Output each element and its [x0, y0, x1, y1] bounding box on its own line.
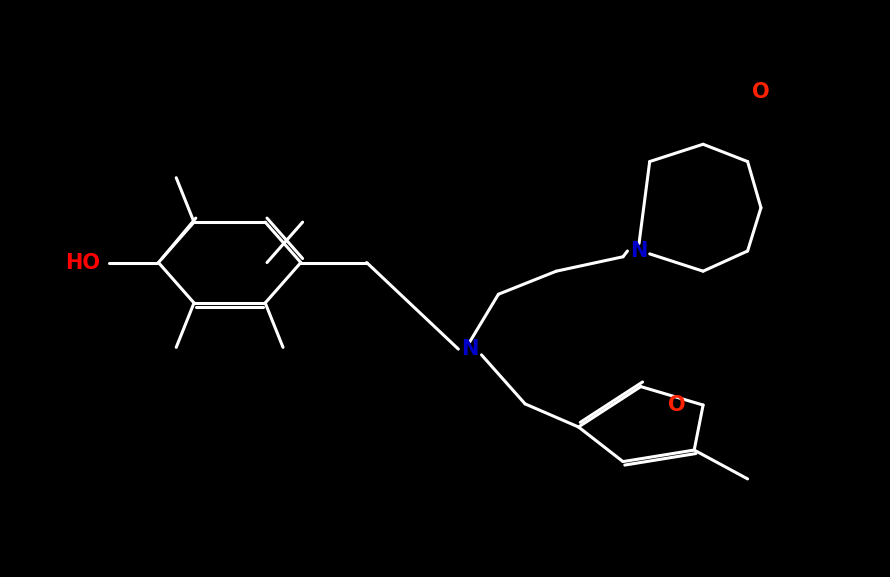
Text: O: O [752, 83, 770, 102]
Text: HO: HO [65, 253, 100, 272]
Text: O: O [668, 395, 685, 415]
Text: N: N [630, 241, 648, 261]
Text: N: N [461, 339, 479, 359]
